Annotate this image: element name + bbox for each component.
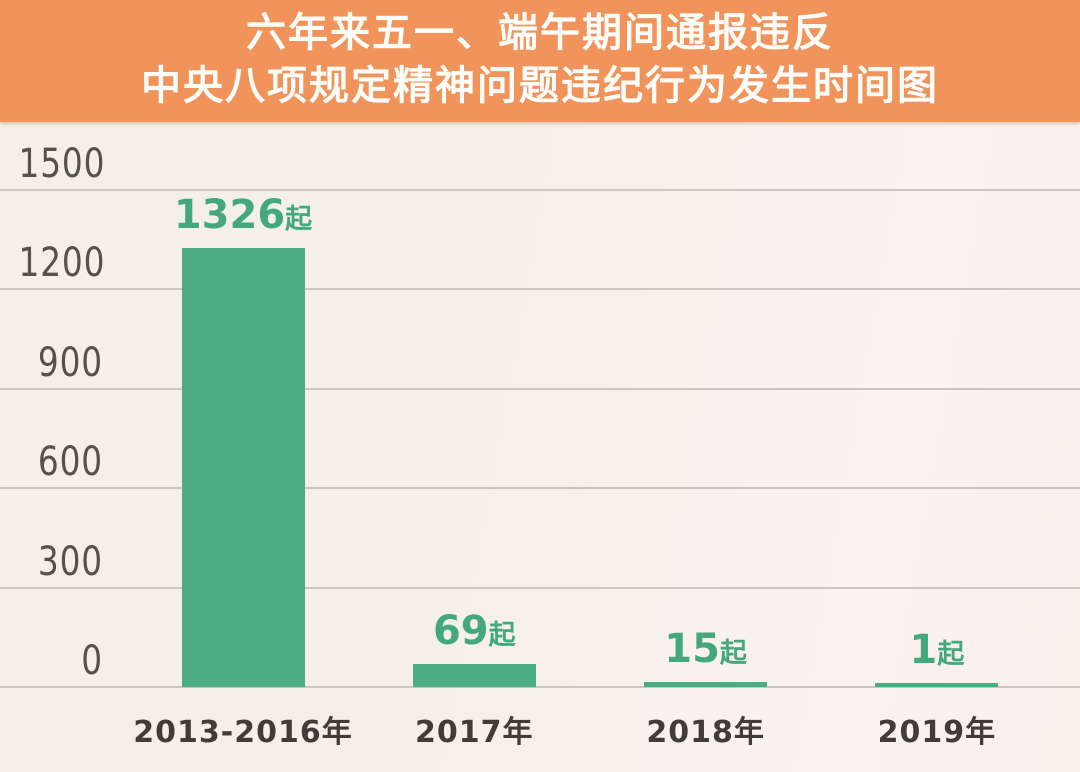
x-tick-label: 2019年: [877, 715, 997, 750]
bar-2019年: [875, 683, 999, 687]
value-unit: 起: [285, 203, 313, 235]
x-tick-label: 2017年: [415, 715, 534, 750]
value-number: 69: [432, 608, 489, 655]
bar-2018年: [644, 682, 768, 687]
y-tick-label: 0: [81, 638, 103, 684]
bar-2013-2016年: [181, 247, 305, 687]
chart-title-line-1: 六年来五一、端午期间通报违反: [246, 10, 834, 56]
y-tick-label: 900: [37, 339, 103, 386]
y-gridline: [0, 288, 1080, 291]
value-label: 15起: [664, 626, 747, 672]
bar-2017年: [412, 664, 536, 687]
value-number: 1326: [173, 191, 286, 238]
chart-title-line-2: 中央八项规定精神问题违纪行为发生时间图: [141, 63, 939, 109]
y-gridline: [0, 487, 1080, 490]
y-tick-label: 1500: [18, 141, 106, 187]
y-tick-label: 600: [37, 439, 103, 486]
y-gridline: [0, 387, 1080, 390]
bar-chart: 0 300 600 900 1200 1500 1326起 2013-2016年 69起 2017…: [0, 122, 1080, 772]
chart-header: 六年来五一、端午期间通报违反 中央八项规定精神问题违纪行为发生时间图: [0, 0, 1080, 122]
value-label: 1326起: [174, 192, 312, 238]
y-tick-label: 1200: [18, 240, 106, 287]
value-number: 1: [909, 627, 938, 673]
value-unit: 起: [488, 620, 516, 652]
value-unit: 起: [719, 638, 747, 670]
value-number: 15: [664, 626, 720, 673]
value-label: 69起: [433, 608, 516, 654]
y-gridline: [0, 686, 1080, 688]
x-tick-label: 2018年: [646, 715, 765, 750]
y-tick-label: 300: [37, 538, 103, 585]
y-gridline: [0, 189, 1080, 191]
value-label: 1起: [909, 627, 964, 673]
y-gridline: [0, 586, 1080, 589]
x-tick-label: 2013-2016年: [133, 715, 353, 750]
value-unit: 起: [937, 639, 965, 670]
